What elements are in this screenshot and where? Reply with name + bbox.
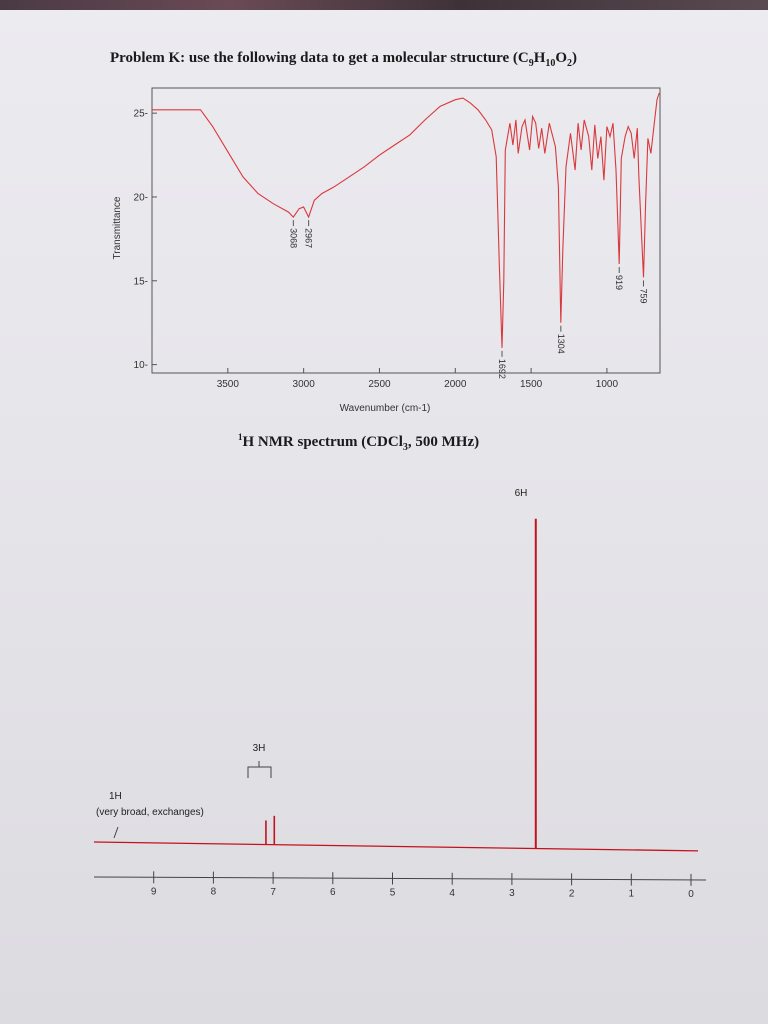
problem-title: Problem K: use the following data to get… bbox=[110, 50, 578, 69]
ir-x-tick-label: 2500 bbox=[368, 379, 391, 390]
nmr-x-tick-label: 4 bbox=[449, 888, 455, 899]
ir-series-line bbox=[152, 92, 660, 348]
integration-bracket-3h bbox=[247, 761, 272, 778]
ir-x-axis: 3500 3000 2500 2000 1500 1000 bbox=[217, 368, 619, 390]
ir-spectrum-chart: 10- 15- 20- 25- 3500 3000 2500 2000 1500 1000 Tr… bbox=[112, 87, 661, 414]
nmr-label-6h: 6H bbox=[515, 488, 528, 499]
ir-peak-label: 1692 bbox=[497, 359, 507, 379]
ir-plot-frame bbox=[151, 87, 661, 374]
nmr-x-tick-label: 1 bbox=[629, 889, 635, 900]
ir-x-tick-label: 1500 bbox=[520, 379, 543, 390]
ir-x-tick-label: 3000 bbox=[293, 379, 316, 390]
ir-x-tick-label: 2000 bbox=[444, 379, 467, 390]
nmr-heading: 1H NMR spectrum (CDCl3, 500 MHz) bbox=[238, 432, 480, 453]
ir-peak-label: 919 bbox=[614, 275, 624, 290]
nmr-x-tick-label: 0 bbox=[688, 889, 694, 900]
broad-peak-marker bbox=[113, 826, 119, 839]
ir-peak-label: 759 bbox=[638, 288, 648, 303]
ir-y-axis: 10- 15- 20- 25- bbox=[134, 109, 157, 371]
ir-peak-labels: 3068 2967 1692 1304 919 759 bbox=[288, 220, 648, 379]
nmr-x-tick-label: 5 bbox=[390, 887, 396, 898]
ir-x-tick-label: 1000 bbox=[596, 379, 619, 390]
ir-y-tick-label: 20- bbox=[134, 192, 148, 203]
nmr-label-1h: 1H bbox=[109, 791, 122, 802]
ir-x-tick-label: 3500 bbox=[217, 379, 240, 390]
ir-y-tick-label: 25- bbox=[134, 109, 148, 120]
ir-y-tick-label: 15- bbox=[134, 276, 148, 287]
nmr-x-tick-label: 6 bbox=[330, 887, 336, 898]
ir-peak-label: 2967 bbox=[304, 228, 314, 248]
nmr-axis-line bbox=[93, 876, 707, 881]
nmr-x-tick-label: 8 bbox=[211, 887, 217, 898]
ir-y-tick-label: 10- bbox=[134, 360, 148, 371]
ir-y-axis-label: Transmittance bbox=[112, 196, 123, 259]
nmr-x-axis: 9 8 7 6 5 4 3 2 1 0 bbox=[151, 871, 694, 900]
photo-background-edge bbox=[0, 0, 768, 10]
ir-peak-label: 3068 bbox=[288, 228, 298, 248]
nmr-x-tick-label: 3 bbox=[509, 888, 515, 899]
nmr-baseline bbox=[93, 841, 699, 852]
nmr-label-3h: 3H bbox=[253, 743, 266, 754]
nmr-label-broad: (very broad, exchanges) bbox=[96, 807, 204, 818]
ir-x-axis-label: Wavenumber (cm-1) bbox=[340, 403, 431, 414]
nmr-peaks bbox=[265, 518, 537, 849]
nmr-x-tick-label: 7 bbox=[270, 887, 276, 898]
nmr-x-tick-label: 9 bbox=[151, 886, 157, 897]
ir-peak-label: 1304 bbox=[556, 334, 566, 354]
nmr-x-tick-label: 2 bbox=[569, 888, 575, 899]
